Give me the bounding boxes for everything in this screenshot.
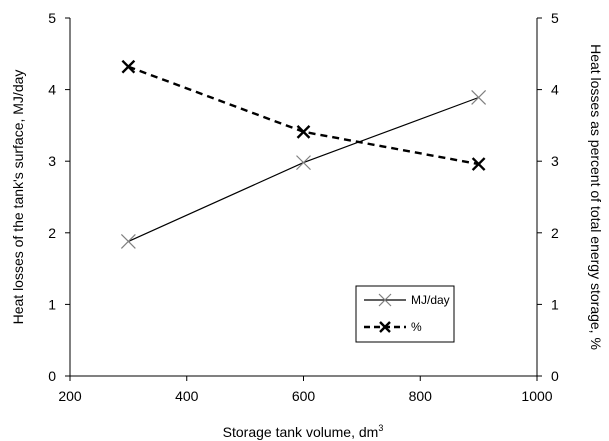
left-y-axis-title: Heat losses of the tank's surface, MJ/da… bbox=[10, 70, 26, 325]
legend-item-percent: % bbox=[364, 320, 422, 334]
legend-label-mj-day: MJ/day bbox=[411, 293, 450, 307]
data-point-marker-mj-day bbox=[120, 233, 136, 249]
x-axis-title: Storage tank volume, dm3 bbox=[223, 423, 384, 440]
right-y-axis-title: Heat losses as percent of total energy s… bbox=[588, 44, 604, 350]
right-y-tick-label: 5 bbox=[551, 10, 559, 26]
x-tick-label: 800 bbox=[409, 388, 433, 404]
legend-label-percent: % bbox=[411, 320, 422, 334]
series-group bbox=[120, 59, 487, 249]
right-y-tick-label: 3 bbox=[551, 153, 559, 169]
data-point-marker-percent bbox=[121, 59, 136, 74]
series-line-mj-day bbox=[128, 96, 479, 242]
x-tick-label: 400 bbox=[175, 388, 199, 404]
x-axis-title-text: Storage tank volume, dm bbox=[223, 424, 379, 440]
data-point-marker-percent bbox=[471, 157, 486, 171]
series-line-percent bbox=[127, 65, 479, 166]
legend-marker-x-black bbox=[379, 321, 391, 333]
legend: MJ/day % bbox=[355, 285, 455, 343]
tick-labels: 200 400 600 800 1000 0 1 2 3 4 5 0 1 2 3 4 5 bbox=[48, 10, 559, 404]
right-y-tick-label: 0 bbox=[551, 368, 559, 384]
left-y-tick-label: 2 bbox=[48, 225, 56, 241]
legend-item-mj-day: MJ/day bbox=[364, 293, 450, 307]
legend-marker-x-gray bbox=[378, 293, 392, 307]
left-y-tick-label: 1 bbox=[48, 296, 56, 312]
right-y-tick-label: 4 bbox=[551, 82, 559, 98]
left-y-tick-label: 5 bbox=[48, 10, 56, 26]
legend-box bbox=[355, 285, 455, 343]
left-y-tick-label: 3 bbox=[48, 153, 56, 169]
x-tick-label: 1000 bbox=[521, 388, 552, 404]
right-y-tick-label: 1 bbox=[551, 296, 559, 312]
data-point-marker-percent bbox=[296, 124, 311, 139]
left-y-tick-label: 4 bbox=[48, 82, 56, 98]
left-y-tick-label: 0 bbox=[48, 368, 56, 384]
x-tick-label: 600 bbox=[292, 388, 316, 404]
x-axis-title-superscript: 3 bbox=[378, 423, 383, 433]
data-point-marker-mj-day bbox=[471, 90, 487, 105]
x-tick-label: 200 bbox=[58, 388, 82, 404]
right-y-tick-label: 2 bbox=[551, 225, 559, 241]
data-point-marker-mj-day bbox=[296, 155, 311, 171]
